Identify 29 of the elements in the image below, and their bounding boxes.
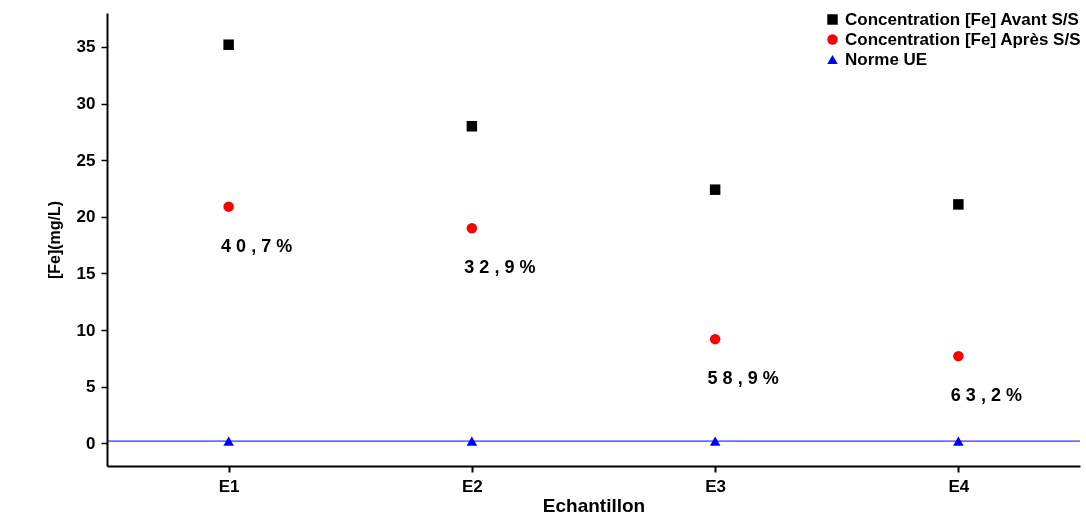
point (466, 121, 478, 132)
annotation: 6 3 , 2 % (950, 385, 1022, 406)
legend-label: Concentration [Fe] Avant S/S (845, 9, 1079, 29)
y-tick-label: 5 (86, 377, 96, 397)
point (953, 199, 964, 210)
annotation: 3 2 , 9 % (464, 257, 536, 278)
annotation: 5 8 , 9 % (707, 368, 779, 389)
point (223, 39, 234, 50)
y-tick-label: 0 (86, 433, 96, 453)
x-tick-label: E4 (948, 476, 970, 496)
x-axis-title: Echantillon (542, 494, 646, 514)
x-tick-label: E3 (705, 476, 727, 496)
y-tick-label: 20 (76, 207, 96, 227)
y-tick-label: 30 (76, 94, 96, 114)
legend-label: Norme UE (845, 49, 928, 69)
point (466, 222, 478, 234)
point (953, 350, 964, 362)
point (709, 184, 721, 195)
point (223, 201, 234, 212)
x-tick-label: E1 (218, 476, 240, 496)
annotation: 4 0 , 7 % (221, 235, 293, 256)
y-axis-title: [Fe](mg/L) (45, 200, 63, 280)
x-tick-label: E2 (461, 476, 483, 496)
y-tick-label: 10 (76, 320, 96, 340)
y-tick-label: 15 (76, 263, 96, 283)
y-tick-label: 25 (76, 150, 96, 170)
point (709, 333, 721, 345)
y-tick-label: 35 (76, 37, 96, 57)
legend-label: Concentration [Fe] Après S/S (845, 29, 1081, 49)
